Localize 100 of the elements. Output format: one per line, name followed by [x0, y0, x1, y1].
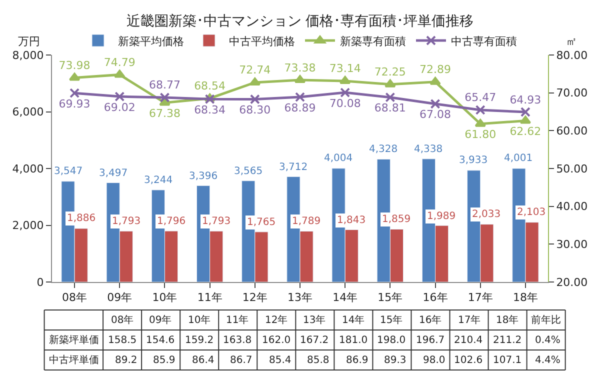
chart-title: 近畿圏新築･中古マンション 価格･専有面積･坪単価推移 — [126, 13, 474, 30]
data-label: 3,547 — [54, 166, 83, 177]
text: 17年 — [458, 314, 481, 326]
data-label: 2,033 — [472, 209, 501, 220]
text: 11年 — [226, 314, 249, 326]
data-label: 72.74 — [239, 64, 271, 77]
data-label: 1,765 — [247, 217, 276, 228]
y2-tick-label: 40.00 — [556, 200, 588, 214]
data-label: 1,859 — [382, 214, 411, 225]
data-label: 3,712 — [279, 162, 308, 173]
data-label: 68.30 — [239, 104, 271, 117]
data-label: 68.54 — [194, 80, 226, 93]
data-label: 3,497 — [99, 168, 128, 179]
y-tick-label: 4,000 — [12, 162, 44, 176]
y-tick-label: 8,000 — [12, 48, 44, 62]
data-label: 1,886 — [67, 213, 96, 224]
text: 18年 — [496, 314, 519, 326]
text: 102.6 — [454, 355, 483, 366]
data-label: 68.81 — [374, 102, 406, 115]
data-label: 2,103 — [517, 207, 546, 218]
text: 85.4 — [269, 355, 292, 366]
text: 167.2 — [300, 335, 329, 346]
text: 181.0 — [339, 335, 368, 346]
data-label: 67.38 — [148, 107, 180, 120]
data-label: 72.25 — [374, 66, 406, 79]
y-axis-title: 万円 — [18, 35, 40, 48]
x-tick-label: 16年 — [422, 291, 448, 304]
y2-axis-title: ㎡ — [566, 35, 577, 48]
data-label: 4,004 — [324, 153, 353, 164]
data-label: 68.34 — [194, 103, 226, 116]
legend-label: 新築平均価格 — [118, 34, 184, 48]
x-tick-label: 15年 — [378, 291, 403, 304]
text: 89.3 — [384, 355, 406, 366]
y2-tick-label: 50.00 — [556, 162, 588, 176]
text: 85.9 — [153, 355, 176, 366]
text: 10年 — [188, 314, 211, 326]
data-label: 72.89 — [420, 63, 452, 76]
data-label: 3,565 — [234, 166, 263, 177]
data-label: 70.08 — [329, 96, 361, 110]
data-label: 73.98 — [58, 59, 90, 72]
data-label: 1,793 — [202, 216, 231, 227]
y2-tick-label: 30.00 — [556, 238, 588, 252]
data-label: 4,338 — [414, 144, 443, 155]
text: 162.0 — [262, 335, 291, 346]
text: 98.0 — [423, 355, 446, 366]
x-tick-label: 12年 — [242, 291, 268, 304]
x-tick-label: 14年 — [332, 291, 358, 304]
data-label: 74.79 — [104, 56, 136, 69]
text: 198.0 — [377, 335, 406, 346]
x-tick-label: 08年 — [62, 291, 88, 304]
legend-label: 新築専有面積 — [340, 34, 406, 48]
text: 211.2 — [493, 335, 522, 346]
text: 107.1 — [493, 355, 522, 366]
text: 14年 — [342, 314, 365, 326]
text: 163.8 — [223, 335, 252, 346]
text: 15年 — [380, 314, 403, 326]
text: 中古坪単価 — [49, 354, 99, 366]
data-label: 65.47 — [464, 91, 496, 104]
y2-tick-label: 60.00 — [556, 124, 588, 138]
y2-tick-label: 80.00 — [556, 48, 588, 62]
data-label: 4,328 — [369, 144, 398, 155]
data-label: 68.77 — [148, 78, 180, 92]
text: 159.2 — [185, 335, 214, 346]
text: 4.4% — [535, 355, 560, 366]
text: 85.8 — [307, 355, 330, 366]
legend-label: 中古専有面積 — [451, 34, 517, 48]
y2-tick-label: 20.00 — [556, 276, 588, 289]
text: 13年 — [303, 314, 326, 326]
text: 16年 — [419, 314, 442, 326]
data-label: 64.93 — [510, 93, 542, 106]
text: 86.4 — [192, 355, 214, 366]
data-label: 62.62 — [510, 125, 542, 138]
data-label: 1,989 — [427, 211, 456, 222]
text: 196.7 — [416, 335, 445, 346]
y-tick-label: 6,000 — [12, 106, 44, 119]
data-label: 69.93 — [58, 97, 90, 110]
data-label: 1,843 — [337, 215, 366, 226]
x-tick-label: 10年 — [152, 291, 178, 304]
data-label: 1,793 — [112, 216, 141, 227]
x-tick-label: 13年 — [288, 291, 312, 304]
text: 210.4 — [454, 335, 483, 346]
data-label: 1,789 — [292, 216, 321, 227]
text: 154.6 — [146, 335, 175, 346]
text: 86.9 — [346, 355, 368, 366]
data-label: 73.38 — [284, 61, 316, 74]
data-label: 61.80 — [464, 128, 496, 142]
data-label: 3,244 — [144, 175, 173, 186]
text: 08年 — [111, 314, 134, 326]
data-label: 3,396 — [189, 171, 218, 182]
y-tick-label: 0 — [36, 276, 44, 289]
text: 09年 — [149, 314, 172, 326]
x-tick-label: 18年 — [512, 291, 538, 304]
text: 86.7 — [230, 355, 252, 366]
data-label: 1,796 — [157, 216, 186, 227]
data-label: 68.89 — [284, 101, 316, 114]
text: 新築坪単価 — [49, 334, 99, 346]
data-label: 69.02 — [104, 100, 136, 114]
text: 前年比 — [531, 314, 561, 326]
data-label: 73.14 — [329, 62, 361, 76]
legend-label: 中古平均価格 — [229, 34, 295, 48]
